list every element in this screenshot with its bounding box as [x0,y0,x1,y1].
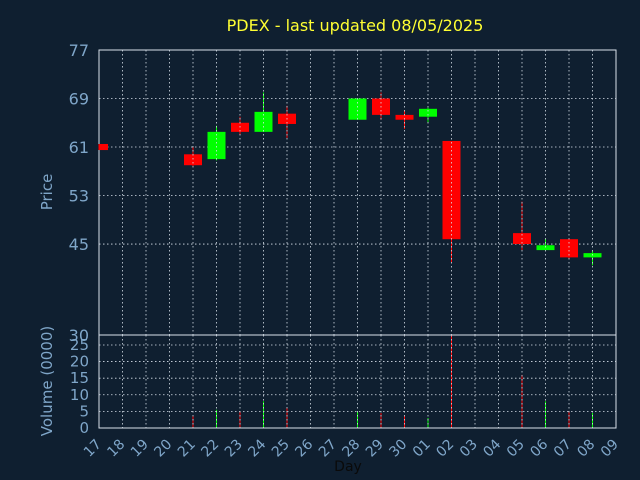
price-tick-label: 45 [69,235,89,254]
price-axis-label: Price [38,174,56,211]
volume-tick-label: 20 [70,353,89,371]
price-tick-label: 77 [69,41,89,60]
volume-tick-label: 25 [70,336,89,354]
volume-axis-label: Volume (0000) [38,326,56,436]
candle-up [348,98,367,120]
price-tick-label: 30 [69,326,89,345]
volume-tick-label: 0 [79,419,89,437]
candle-down [184,154,202,166]
price-tick-labels: 77 69 61 53 45 30 [69,41,89,345]
candle-up [207,131,226,160]
candle-up [254,111,273,132]
volume-tick-label: 5 [79,402,89,420]
candle-down [395,114,414,120]
x-tick-labels: 17 18 19 20 21 22 23 24 25 26 27 28 29 30 01 02 03 04 05 06… [81,436,622,460]
price-tick-label: 61 [69,138,89,157]
candle-down [99,143,108,151]
candle-up [419,108,437,117]
candle-up [536,245,555,251]
volume-tick-label: 15 [70,369,89,387]
x-axis-label: Day [334,459,362,475]
x-grid [122,50,593,428]
volume-tick-label: 10 [70,386,89,404]
price-tick-label: 53 [69,187,89,206]
chart-title: PDEX - last updated 08/05/2025 [227,16,484,35]
price-tick-label: 69 [69,90,89,109]
candle-down [560,239,578,258]
